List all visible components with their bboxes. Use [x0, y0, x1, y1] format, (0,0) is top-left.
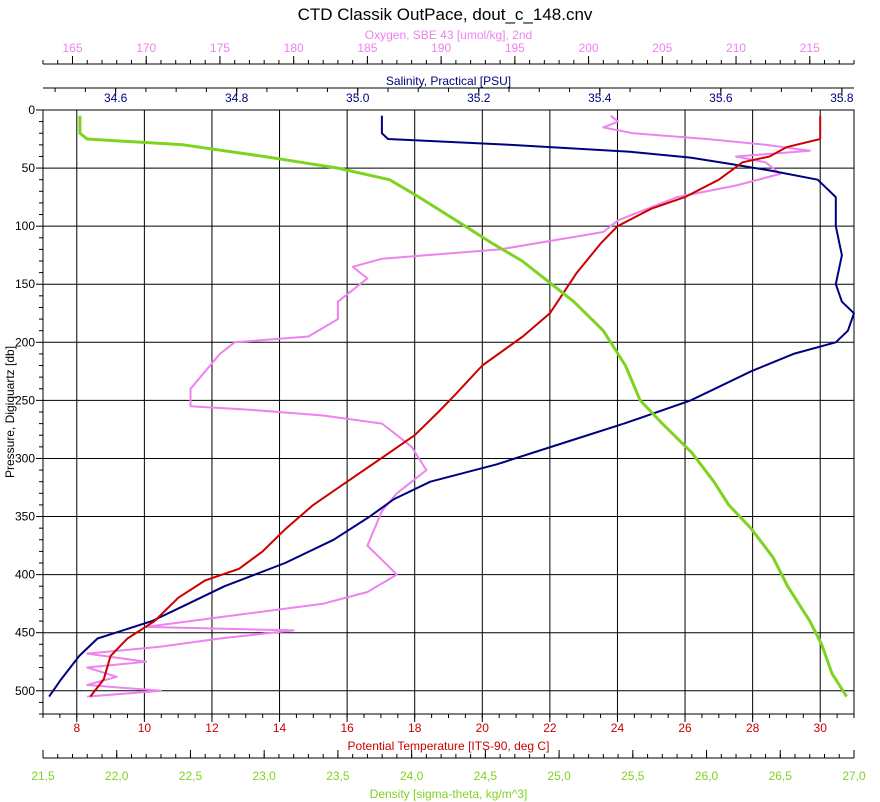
oxygen-tick-label: 210	[726, 41, 746, 55]
density-tick-label: 23,5	[326, 769, 350, 783]
oxygen-tick-label: 175	[210, 41, 230, 55]
salinity-tick-label: 34.6	[104, 91, 128, 105]
pressure-tick-label: 200	[15, 335, 35, 349]
density-tick-label: 25,5	[621, 769, 645, 783]
oxygen-tick-label: 170	[136, 41, 156, 55]
pressure-axis-label: Pressure, Digiquartz [db]	[3, 346, 17, 478]
salinity-tick-label: 35.8	[830, 91, 854, 105]
pressure-tick-label: 150	[15, 277, 35, 291]
pressure-tick-label: 300	[15, 451, 35, 465]
oxygen-axis: 165 170 175 180 185 190 195 200 205 210 215 Oxygen,…	[42, 28, 855, 65]
chart-grid	[43, 109, 854, 714]
density-axis-label: Density [sigma-theta, kg/m^3]	[370, 787, 528, 801]
salinity-tick-label: 34.8	[225, 91, 249, 105]
oxygen-tick-label: 165	[62, 41, 82, 55]
pressure-tick-label: 250	[15, 393, 35, 407]
salinity-tick-label: 35.0	[346, 91, 370, 105]
salinity-series-line	[48, 115, 855, 698]
oxygen-series-line	[86, 115, 811, 698]
temperature-tick-label: 20	[476, 721, 490, 735]
oxygen-tick-label: 180	[284, 41, 304, 55]
pressure-tick-label: 100	[15, 219, 35, 233]
temperature-tick-label: 10	[138, 721, 152, 735]
pressure-tick-label: 450	[15, 626, 35, 640]
temperature-series-line	[89, 115, 822, 698]
pressure-tick-label: 400	[15, 568, 35, 582]
temperature-tick-label: 24	[611, 721, 625, 735]
density-tick-label: 23,0	[253, 769, 277, 783]
density-axis: 21,5 22,0 22,5 23,0 23,5 24,0 24,5 25,0 25,5 26,0…	[31, 750, 866, 801]
pressure-tick-label: 50	[22, 161, 36, 175]
chart-title: CTD Classik OutPace, dout_c_148.cnv	[298, 5, 593, 24]
temperature-tick-label: 12	[205, 721, 219, 735]
salinity-tick-label: 35.2	[467, 91, 491, 105]
pressure-tick-label: 350	[15, 510, 35, 524]
temperature-tick-label: 14	[273, 721, 287, 735]
temperature-tick-label: 28	[746, 721, 760, 735]
plot-frame	[42, 109, 855, 715]
density-tick-label: 22,0	[105, 769, 129, 783]
oxygen-tick-label: 200	[579, 41, 599, 55]
temperature-tick-label: 8	[73, 721, 80, 735]
density-tick-label: 22,5	[179, 769, 203, 783]
density-tick-label: 26,5	[769, 769, 793, 783]
oxygen-tick-label: 185	[357, 41, 377, 55]
temperature-tick-label: 16	[340, 721, 354, 735]
pressure-tick-label: 500	[15, 684, 35, 698]
temperature-axis: 8 10 12 14 16 18 20 22 24 26 28 30 Potential Tempera…	[42, 713, 855, 753]
density-tick-label: 24,0	[400, 769, 424, 783]
oxygen-tick-label: 195	[505, 41, 525, 55]
temperature-tick-label: 30	[814, 721, 828, 735]
density-series-line	[78, 115, 848, 698]
temperature-tick-label: 26	[678, 721, 692, 735]
pressure-axis: 0 50 100 150 200 250 300 350 400 450 500	[15, 103, 43, 715]
salinity-tick-label: 35.4	[588, 91, 612, 105]
series-layer	[48, 115, 855, 698]
density-tick-label: 26,0	[695, 769, 719, 783]
density-tick-label: 24,5	[474, 769, 498, 783]
oxygen-tick-label: 215	[800, 41, 820, 55]
temperature-axis-label: Potential Temperature [ITS-90, deg C]	[348, 739, 550, 753]
density-tick-label: 21,5	[31, 769, 55, 783]
oxygen-tick-label: 205	[652, 41, 672, 55]
salinity-axis-label: Salinity, Practical [PSU]	[386, 74, 511, 88]
density-tick-label: 25,0	[547, 769, 571, 783]
salinity-tick-label: 35.6	[709, 91, 733, 105]
salinity-axis: 34.6 34.8 35.0 35.2 35.4 35.6 35.8 Salinity, Pr…	[43, 74, 854, 105]
temperature-tick-label: 22	[543, 721, 557, 735]
temperature-tick-label: 18	[408, 721, 422, 735]
oxygen-axis-label: Oxygen, SBE 43 [umol/kg], 2nd	[365, 28, 532, 42]
oxygen-tick-label: 190	[431, 41, 451, 55]
density-tick-label: 27,0	[842, 769, 866, 783]
pressure-tick-label: 0	[28, 103, 35, 117]
